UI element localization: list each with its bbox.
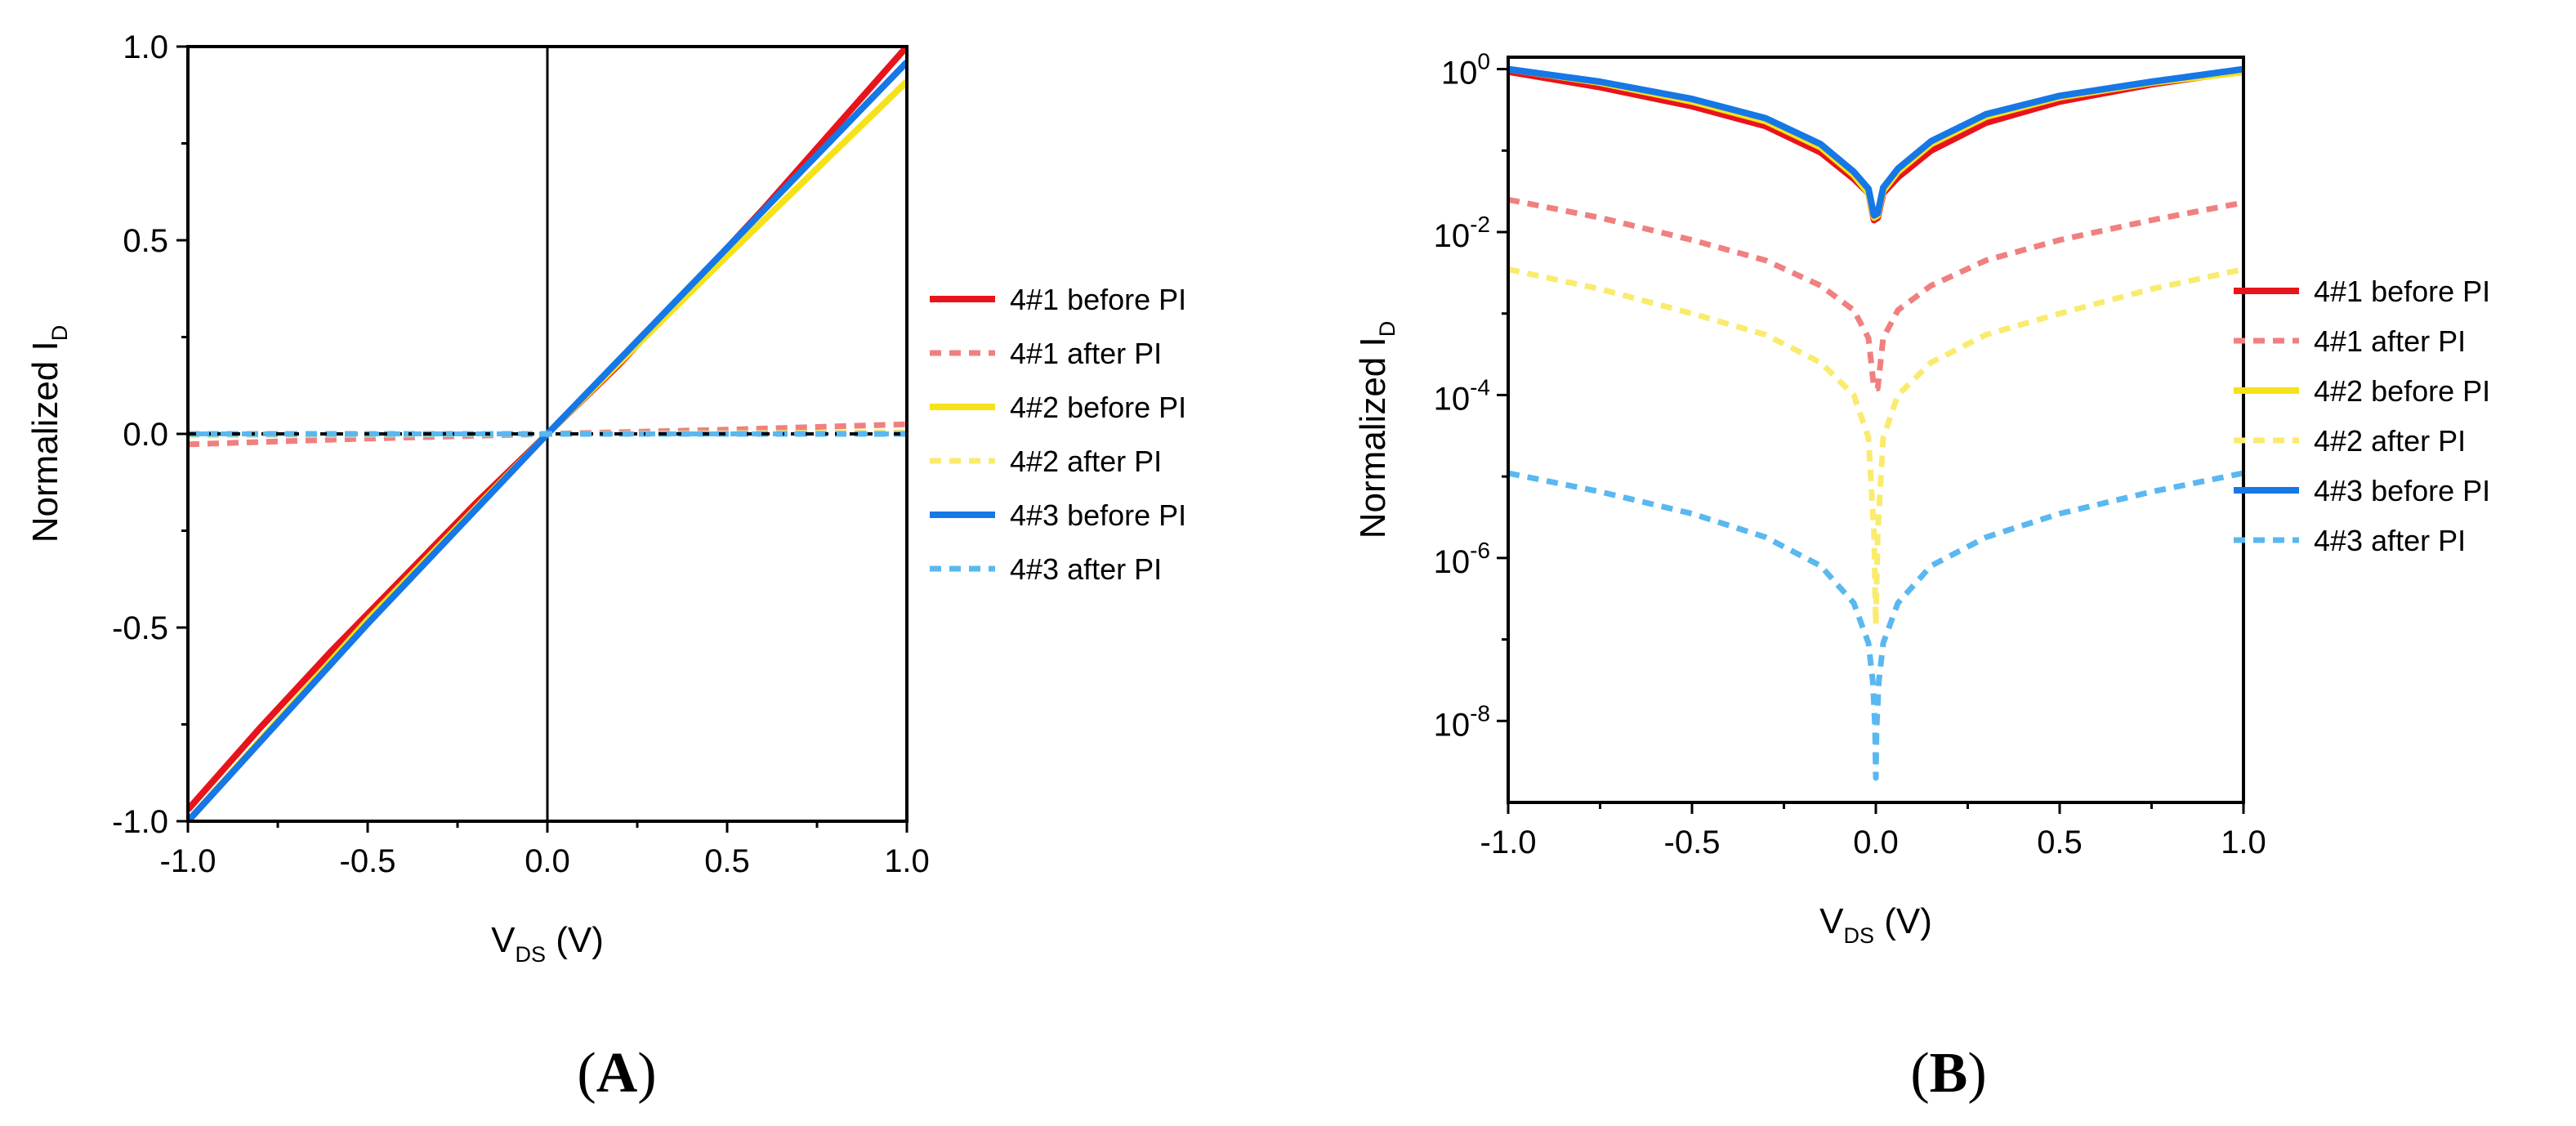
legend-label: 4#1 before PI	[2314, 275, 2490, 308]
legend-label: 4#2 before PI	[2314, 374, 2490, 408]
series-line-4-3-before-pi	[1508, 65, 2243, 219]
x-axis-title: VDS (V)	[491, 920, 604, 967]
y-tick-label: -0.5	[112, 610, 168, 646]
panel-b: -1.0 -0.5 0.0 0.5 1.010-810-610-410-2100VDS …	[1353, 49, 2490, 1105]
x-tick-label: 0.5	[704, 843, 750, 879]
panel-label: (A)	[577, 1042, 656, 1105]
series-line-4-3-after-pi	[1508, 470, 2243, 781]
legend-label: 4#3 after PI	[1010, 552, 1162, 586]
x-axis-title: VDS (V)	[1819, 901, 1932, 948]
legend-label: 4#2 after PI	[2314, 424, 2466, 458]
y-tick-exp: -6	[1470, 538, 1490, 563]
plot-area	[1508, 65, 2243, 781]
panel-a: -1.0 -0.5 0.0 0.5 1.0 -1.0 -0.5 0.0 0.5 1.0 VDS (V…	[25, 29, 1186, 1105]
plot-area	[188, 47, 907, 821]
x-title-main: V	[1819, 901, 1844, 941]
y-tick-base: 10	[1434, 218, 1471, 254]
y-tick-exp: -2	[1470, 212, 1490, 237]
series-line-4-1-before-pi	[1508, 67, 2243, 224]
y-axis-title: Normalized ID	[1353, 321, 1400, 538]
x-tick-label: 0.5	[2037, 824, 2083, 860]
y-axis-title: Normalized ID	[25, 325, 72, 543]
y-tick-label: 10-4	[1434, 374, 1490, 417]
x-tick-label: 1.0	[2221, 824, 2266, 860]
legend-label: 4#1 after PI	[2314, 324, 2466, 358]
legend-label: 4#1 before PI	[1010, 283, 1186, 316]
panel-label: (B)	[1910, 1042, 1986, 1105]
x-tick-label: 0.0	[525, 843, 570, 879]
x-tick-label: 0.0	[1853, 824, 1899, 860]
y-tick-label: 0.5	[123, 223, 168, 259]
x-title-sub: DS	[515, 942, 546, 967]
y-tick-label: 10-6	[1434, 538, 1490, 580]
x-tick-label: -0.5	[340, 843, 396, 879]
y-title-main: Normalized I	[1353, 337, 1393, 538]
y-title-main: Normalized I	[25, 341, 65, 543]
y-tick-label: 1.0	[123, 29, 168, 65]
x-title-main: V	[491, 920, 516, 960]
legend-label: 4#1 after PI	[1010, 337, 1162, 370]
y-tick-exp: -8	[1470, 700, 1490, 726]
x-title-suffix: (V)	[1874, 901, 1932, 941]
legend: 4#1 before PI 4#1 after PI 4#2 before PI 4#…	[930, 283, 1186, 586]
y-title-sub: D	[1375, 321, 1400, 337]
panel-letter: B	[1930, 1042, 1968, 1105]
x-title-suffix: (V)	[546, 920, 604, 960]
legend: 4#1 before PI 4#1 after PI 4#2 before PI 4#…	[2234, 275, 2490, 557]
y-tick-base: 10	[1434, 544, 1471, 580]
x-tick-label: -1.0	[160, 843, 217, 879]
legend-label: 4#2 after PI	[1010, 445, 1162, 478]
y-tick-exp: 0	[1477, 49, 1490, 74]
x-tick-label: -1.0	[1480, 824, 1537, 860]
y-tick-exp: -4	[1470, 374, 1490, 400]
x-tick-label: -0.5	[1664, 824, 1721, 860]
y-tick-label: -1.0	[112, 804, 168, 840]
y-tick-label: 10-2	[1434, 212, 1490, 254]
plot-frame	[1507, 56, 2245, 804]
y-tick-base: 10	[1441, 56, 1478, 92]
x-title-sub: DS	[1843, 923, 1874, 948]
series-line-4-2-after-pi	[1508, 266, 2243, 628]
legend-label: 4#3 before PI	[1010, 498, 1186, 532]
series-line-4-1-after-pi	[1508, 196, 2243, 391]
y-tick-label: 100	[1441, 49, 1490, 92]
y-tick-label: 0.0	[123, 417, 168, 453]
legend-label: 4#2 before PI	[1010, 391, 1186, 424]
y-tick-label: 10-8	[1434, 700, 1490, 743]
x-tick-label: 1.0	[884, 843, 930, 879]
y-title-sub: D	[47, 325, 72, 342]
legend-label: 4#3 after PI	[2314, 524, 2466, 557]
legend-label: 4#3 before PI	[2314, 474, 2490, 507]
y-tick-base: 10	[1434, 707, 1471, 743]
y-tick-base: 10	[1434, 381, 1471, 417]
panel-letter: A	[596, 1042, 638, 1105]
